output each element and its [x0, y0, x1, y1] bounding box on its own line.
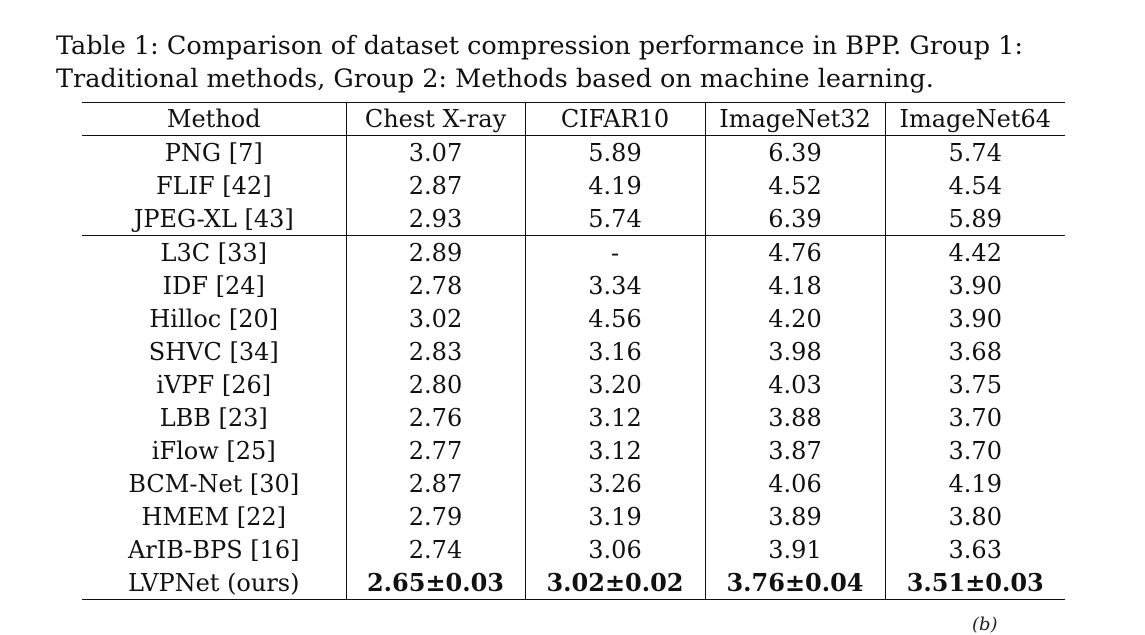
method-cell: PNG [7]: [82, 135, 347, 169]
value-cell: 4.20: [705, 302, 886, 335]
value-cell: 2.83: [346, 335, 526, 368]
value-cell: -: [525, 235, 706, 269]
value-cell: 2.89: [346, 235, 526, 269]
value-cell: 3.12: [525, 434, 706, 467]
value-cell: 3.91: [705, 533, 886, 566]
method-cell: HMEM [22]: [82, 500, 347, 533]
group-2-learning-based: L3C [33] 2.89 - 4.76 4.42 IDF [24] 2.78 …: [82, 235, 1065, 600]
header-imagenet64: ImageNet64: [885, 102, 1065, 136]
comparison-table: Method Chest X-ray CIFAR10 ImageNet32 Im…: [82, 102, 1065, 600]
value-cell: 3.98: [705, 335, 886, 368]
value-cell: 2.87: [346, 467, 526, 500]
value-cell: 2.80: [346, 368, 526, 401]
value-cell: 4.56: [525, 302, 706, 335]
value-cell: 3.02: [346, 302, 526, 335]
value-cell: 3.06: [525, 533, 706, 566]
value-cell: 3.26: [525, 467, 706, 500]
table-row: iFlow [25] 2.77 3.12 3.87 3.70: [82, 434, 1065, 467]
method-cell: SHVC [34]: [82, 335, 347, 368]
value-cell: 5.74: [948, 138, 1002, 167]
value-cell: 4.03: [705, 368, 886, 401]
value-cell: 5.74: [525, 202, 706, 236]
table-row: Hilloc [20] 3.02 4.56 4.20 3.90: [82, 302, 1065, 335]
method-cell: Hilloc [20]: [82, 302, 347, 335]
value-cell: 4.52: [705, 169, 886, 202]
header-cifar10: CIFAR10: [525, 102, 706, 136]
value-cell: 3.19: [525, 500, 706, 533]
value-cell: 3.12: [525, 401, 706, 434]
header-row: Method Chest X-ray CIFAR10 ImageNet32 Im…: [82, 102, 1065, 136]
method-cell: FLIF [42]: [82, 169, 347, 202]
value-cell: 5.89: [885, 202, 1065, 236]
cut-off-subfigure-label: (b): [972, 614, 998, 635]
value-cell: 2.87: [346, 169, 526, 202]
value-cell: 3.63: [948, 535, 1002, 564]
best-value-cell: 3.51±0.03: [885, 566, 1065, 600]
value-cell: 6.39: [705, 135, 886, 169]
method-cell: iFlow [25]: [82, 434, 347, 467]
header-chest-xray: Chest X-ray: [346, 102, 526, 136]
value-cell: 3.80: [948, 502, 1002, 531]
value-cell: 3.70: [948, 436, 1002, 465]
value-cell: 2.76: [346, 401, 526, 434]
table-row: PNG [7] 3.07 5.89 6.39 5.74: [82, 135, 1065, 169]
table-row: BCM-Net [30] 2.87 3.26 4.06 4.19: [82, 467, 1065, 500]
table-row: SHVC [34] 2.83 3.16 3.98 3.68: [82, 335, 1065, 368]
caption-line-1: Table 1: Comparison of dataset compressi…: [56, 31, 1023, 61]
table-row: JPEG-XL [43] 2.93 5.74 6.39 5.89: [82, 202, 1065, 236]
value-cell: 3.89: [705, 500, 886, 533]
value-cell: 4.42: [948, 238, 1002, 267]
method-cell: LBB [23]: [82, 401, 347, 434]
header-imagenet32: ImageNet32: [705, 102, 886, 136]
table-caption: Table 1: Comparison of dataset compressi…: [56, 30, 1092, 96]
table-row: ArIB-BPS [16] 2.74 3.06 3.91 3.63: [82, 533, 1065, 566]
method-cell: LVPNet (ours): [82, 566, 347, 600]
table-row: IDF [24] 2.78 3.34 4.18 3.90: [82, 269, 1065, 302]
method-cell: JPEG-XL [43]: [82, 202, 347, 236]
value-cell: 2.79: [346, 500, 526, 533]
table-row: L3C [33] 2.89 - 4.76 4.42: [82, 235, 1065, 269]
method-cell: L3C [33]: [82, 235, 347, 269]
value-cell: 4.54: [948, 171, 1002, 200]
value-cell: 3.68: [948, 337, 1002, 366]
best-value-cell: 2.65±0.03: [346, 566, 526, 600]
value-cell: 4.19: [525, 169, 706, 202]
table-row: HMEM [22] 2.79 3.19 3.89 3.80: [82, 500, 1065, 533]
value-cell: 3.70: [948, 403, 1002, 432]
value-cell: 3.20: [525, 368, 706, 401]
value-cell: 6.39: [705, 202, 886, 236]
value-cell: 2.93: [346, 202, 526, 236]
best-value-cell: 3.76±0.04: [705, 566, 886, 600]
value-cell: 2.77: [346, 434, 526, 467]
table-row: iVPF [26] 2.80 3.20 4.03 3.75: [82, 368, 1065, 401]
value-cell: 2.78: [346, 269, 526, 302]
value-cell: 3.90: [948, 304, 1002, 333]
value-cell: 3.16: [525, 335, 706, 368]
value-cell: 4.18: [705, 269, 886, 302]
caption-line-2: Traditional methods, Group 2: Methods ba…: [56, 64, 934, 94]
method-cell: BCM-Net [30]: [82, 467, 347, 500]
method-cell: iVPF [26]: [82, 368, 347, 401]
value-cell: 5.89: [525, 135, 706, 169]
group-1-traditional: PNG [7] 3.07 5.89 6.39 5.74 FLIF [42] 2.…: [82, 135, 1065, 236]
value-cell: 4.06: [705, 467, 886, 500]
value-cell: 3.87: [705, 434, 886, 467]
value-cell: 2.74: [346, 533, 526, 566]
table-row: FLIF [42] 2.87 4.19 4.52 4.54: [82, 169, 1065, 202]
value-cell: 4.19: [948, 469, 1002, 498]
value-cell: 3.90: [948, 271, 1002, 300]
method-cell: ArIB-BPS [16]: [82, 533, 347, 566]
table-row-ours: LVPNet (ours) 2.65±0.03 3.02±0.02 3.76±0…: [82, 566, 1065, 600]
table-row: LBB [23] 2.76 3.12 3.88 3.70: [82, 401, 1065, 434]
value-cell: 3.75: [948, 370, 1002, 399]
bpp-table: Method Chest X-ray CIFAR10 ImageNet32 Im…: [82, 102, 1065, 600]
header-method: Method: [82, 102, 347, 136]
value-cell: 3.88: [705, 401, 886, 434]
value-cell: 4.76: [705, 235, 886, 269]
value-cell: 3.34: [525, 269, 706, 302]
value-cell: 3.07: [346, 135, 526, 169]
best-value-cell: 3.02±0.02: [525, 566, 706, 600]
method-cell: IDF [24]: [82, 269, 347, 302]
